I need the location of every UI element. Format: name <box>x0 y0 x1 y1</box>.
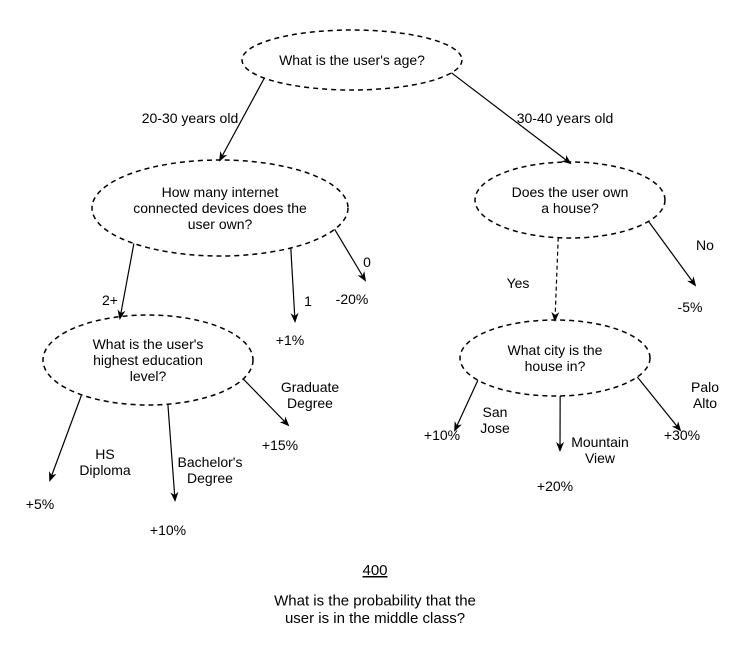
leaf-e10: -5% <box>678 299 703 315</box>
node-label-city: What city is thehouse in? <box>508 342 603 374</box>
edge-e11 <box>455 380 478 430</box>
leaf-e12: +20% <box>537 478 573 494</box>
edge-label-e4: 1 <box>304 293 312 309</box>
edge-label-e3: 2+ <box>102 292 118 308</box>
edge-label-e1: 20-30 years old <box>142 110 239 126</box>
edge-label-e2: 30-40 years old <box>517 110 614 126</box>
node-label-devices: How many internetconnected devices does … <box>133 184 307 232</box>
edge-label-e9: Yes <box>507 275 530 291</box>
leaf-e7: +10% <box>150 522 186 538</box>
edge-label-e6: HSDiploma <box>79 446 131 478</box>
node-label-root: What is the user's age? <box>279 52 425 68</box>
figure-caption: What is the probability that theuser is … <box>274 593 476 627</box>
edge-e9 <box>555 238 558 320</box>
edge-e6 <box>50 395 82 480</box>
decision-tree-diagram: What is the user's age? How many internet… <box>0 0 751 654</box>
edge-label-e7: Bachelor'sDegree <box>178 454 243 486</box>
node-label-edu: What is the user'shighest educationlevel… <box>93 336 204 384</box>
edge-label-e11: SanJose <box>480 404 510 436</box>
figure-number: 400 <box>362 562 387 579</box>
leaf-e11: +10% <box>424 427 460 443</box>
leaf-e4: +1% <box>276 332 304 348</box>
edge-e10 <box>649 221 695 285</box>
edge-label-e13: PaloAlto <box>691 379 719 411</box>
edge-e7 <box>168 404 175 500</box>
edge-e13 <box>637 377 680 430</box>
edge-label-e10: No <box>696 237 714 253</box>
leaf-e6: +5% <box>26 496 54 512</box>
leaf-e5: -20% <box>336 291 369 307</box>
leaf-e13: +30% <box>664 427 700 443</box>
node-label-house: Does the user owna house? <box>512 184 629 216</box>
edge-label-e8: GraduateDegree <box>281 379 340 411</box>
edge-e3 <box>120 244 134 318</box>
edge-label-e12: MountainView <box>571 434 629 466</box>
edge-e5 <box>335 229 365 280</box>
edge-e4 <box>291 248 295 321</box>
edge-label-e5: 0 <box>363 254 371 270</box>
leaf-e8: +15% <box>262 437 298 453</box>
